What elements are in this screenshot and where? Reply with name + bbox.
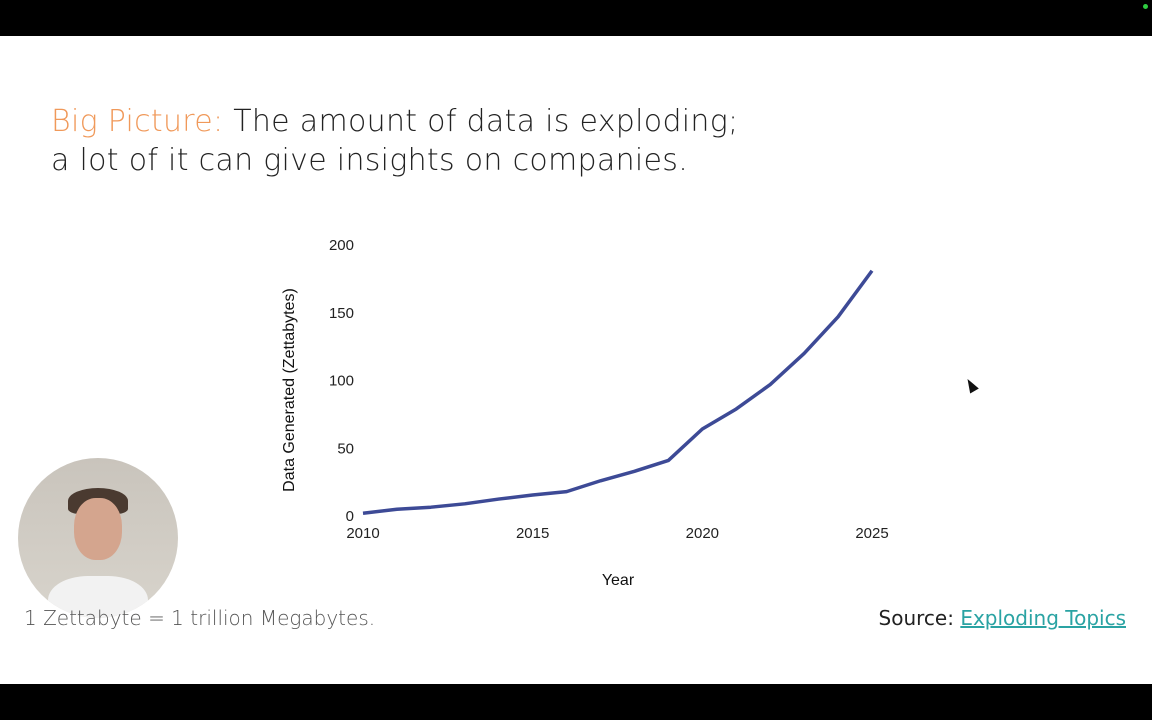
presenter-video [18, 458, 178, 618]
y-tick-label: 0 [346, 508, 354, 525]
source-citation: Source: Exploding Topics [879, 606, 1126, 630]
series-line [362, 269, 874, 516]
y-tick-label: 100 [329, 373, 354, 390]
status-indicator [1143, 4, 1148, 9]
slide-title: Big Picture: The amount of data is explo… [51, 102, 738, 180]
y-tick-label: 200 [329, 237, 354, 254]
footnote: 1 Zettabyte = 1 trillion Megabytes. [24, 606, 376, 630]
presenter-face [74, 498, 122, 560]
title-line-2: a lot of it can give insights on compani… [51, 143, 689, 178]
y-tick-label: 150 [329, 305, 354, 322]
x-tick-label: 2015 [516, 525, 549, 542]
source-label: Source: [878, 606, 961, 630]
y-axis-label: Data Generated (Zettabytes) [281, 288, 298, 492]
x-tick-label: 2025 [855, 525, 888, 542]
presenter-shirt [48, 576, 148, 618]
slide [0, 36, 1152, 684]
title-line-1: The amount of data is exploding; [223, 104, 739, 139]
x-tick-label: 2010 [346, 525, 379, 542]
x-axis-label: Year [602, 572, 635, 589]
y-tick-label: 50 [337, 440, 354, 457]
source-link[interactable]: Exploding Topics [960, 606, 1126, 630]
title-accent: Big Picture: [51, 104, 224, 139]
x-tick-label: 2020 [686, 525, 719, 542]
